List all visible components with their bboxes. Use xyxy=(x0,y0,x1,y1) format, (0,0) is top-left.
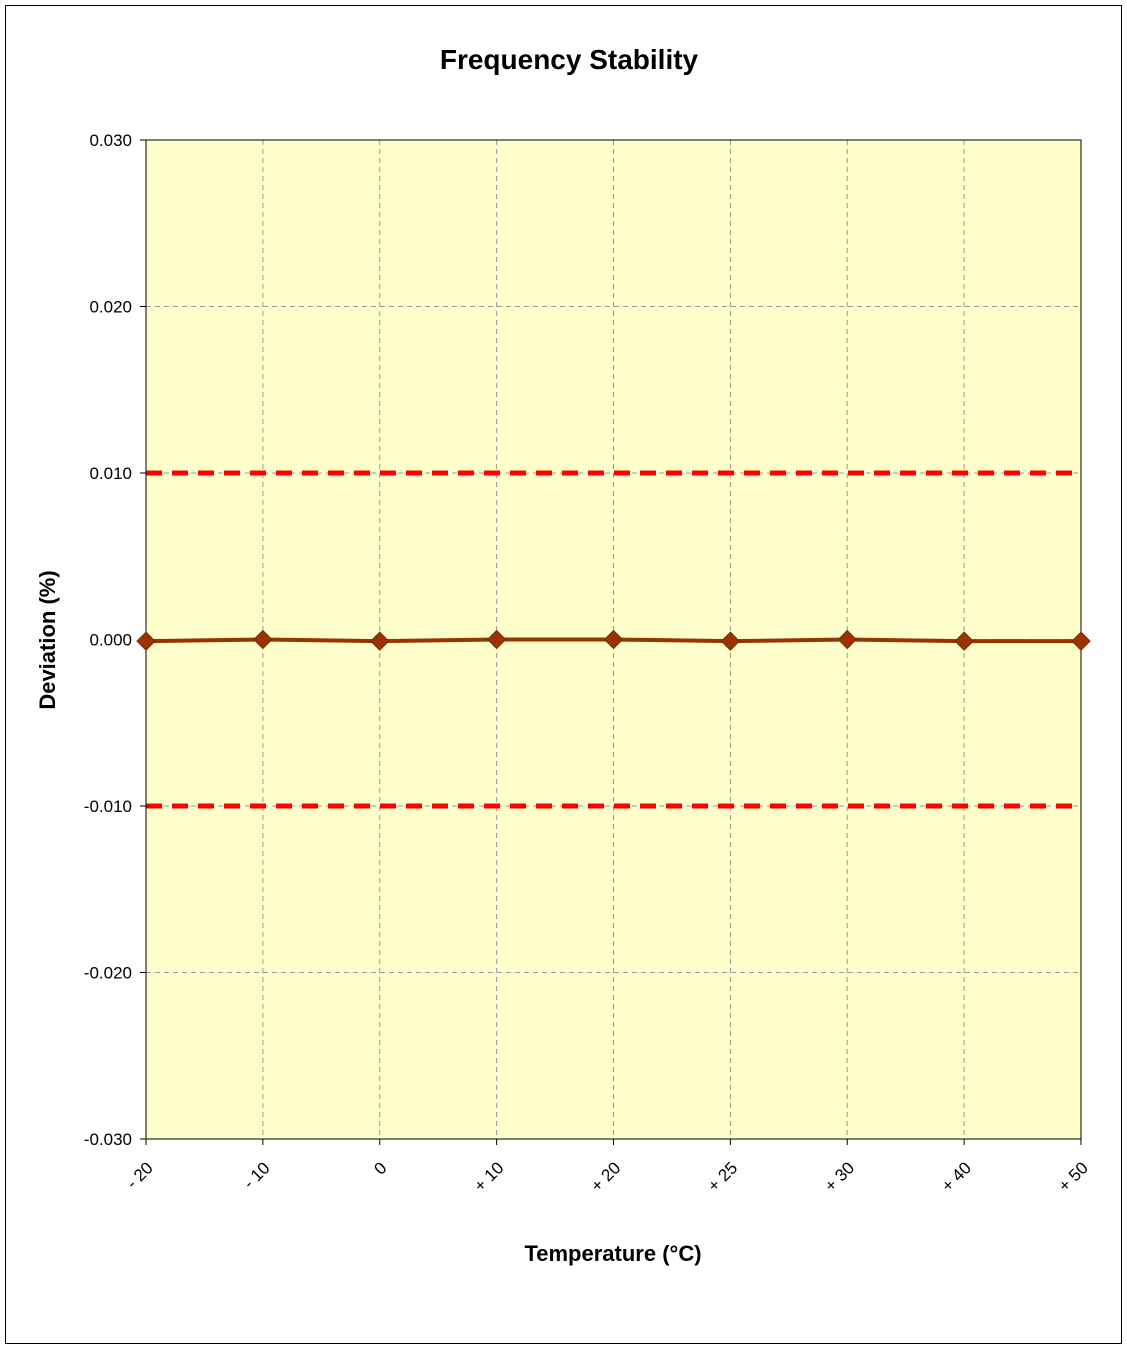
data-point-marker xyxy=(954,631,974,651)
chart-title: Frequency Stability xyxy=(440,44,699,75)
data-point-marker xyxy=(253,629,273,650)
x-axis-label: Temperature (°C) xyxy=(524,1241,701,1266)
y-tick-label: 0.010 xyxy=(89,464,132,483)
series xyxy=(136,629,1091,651)
x-tick-label: 0 xyxy=(370,1158,390,1178)
data-point-marker xyxy=(486,629,507,650)
x-tick-label: - 10 xyxy=(240,1158,274,1192)
data-point-marker xyxy=(136,631,156,651)
y-tick-label: 0.020 xyxy=(89,298,132,317)
x-tick-label: + 50 xyxy=(1055,1158,1092,1195)
data-point-marker xyxy=(1071,631,1091,651)
x-tick-label: + 25 xyxy=(704,1158,741,1195)
x-tick-label: - 20 xyxy=(123,1158,157,1192)
data-point-marker xyxy=(720,631,741,651)
data-point-marker xyxy=(837,629,857,650)
data-point-marker xyxy=(603,629,624,650)
y-tick-label: -0.030 xyxy=(84,1130,132,1149)
data-point-marker xyxy=(370,631,390,651)
y-tick-label: -0.010 xyxy=(84,797,132,816)
x-tick-label: + 10 xyxy=(470,1158,507,1195)
y-tick-label: 0.000 xyxy=(89,631,132,650)
y-tick-label: -0.020 xyxy=(84,964,132,983)
y-tick-label: 0.030 xyxy=(89,131,132,150)
x-tick-label: + 20 xyxy=(587,1158,624,1195)
x-tick-label: + 30 xyxy=(821,1158,858,1195)
y-axis-label: Deviation (%) xyxy=(35,570,60,709)
x-tick-label: + 40 xyxy=(938,1158,975,1195)
